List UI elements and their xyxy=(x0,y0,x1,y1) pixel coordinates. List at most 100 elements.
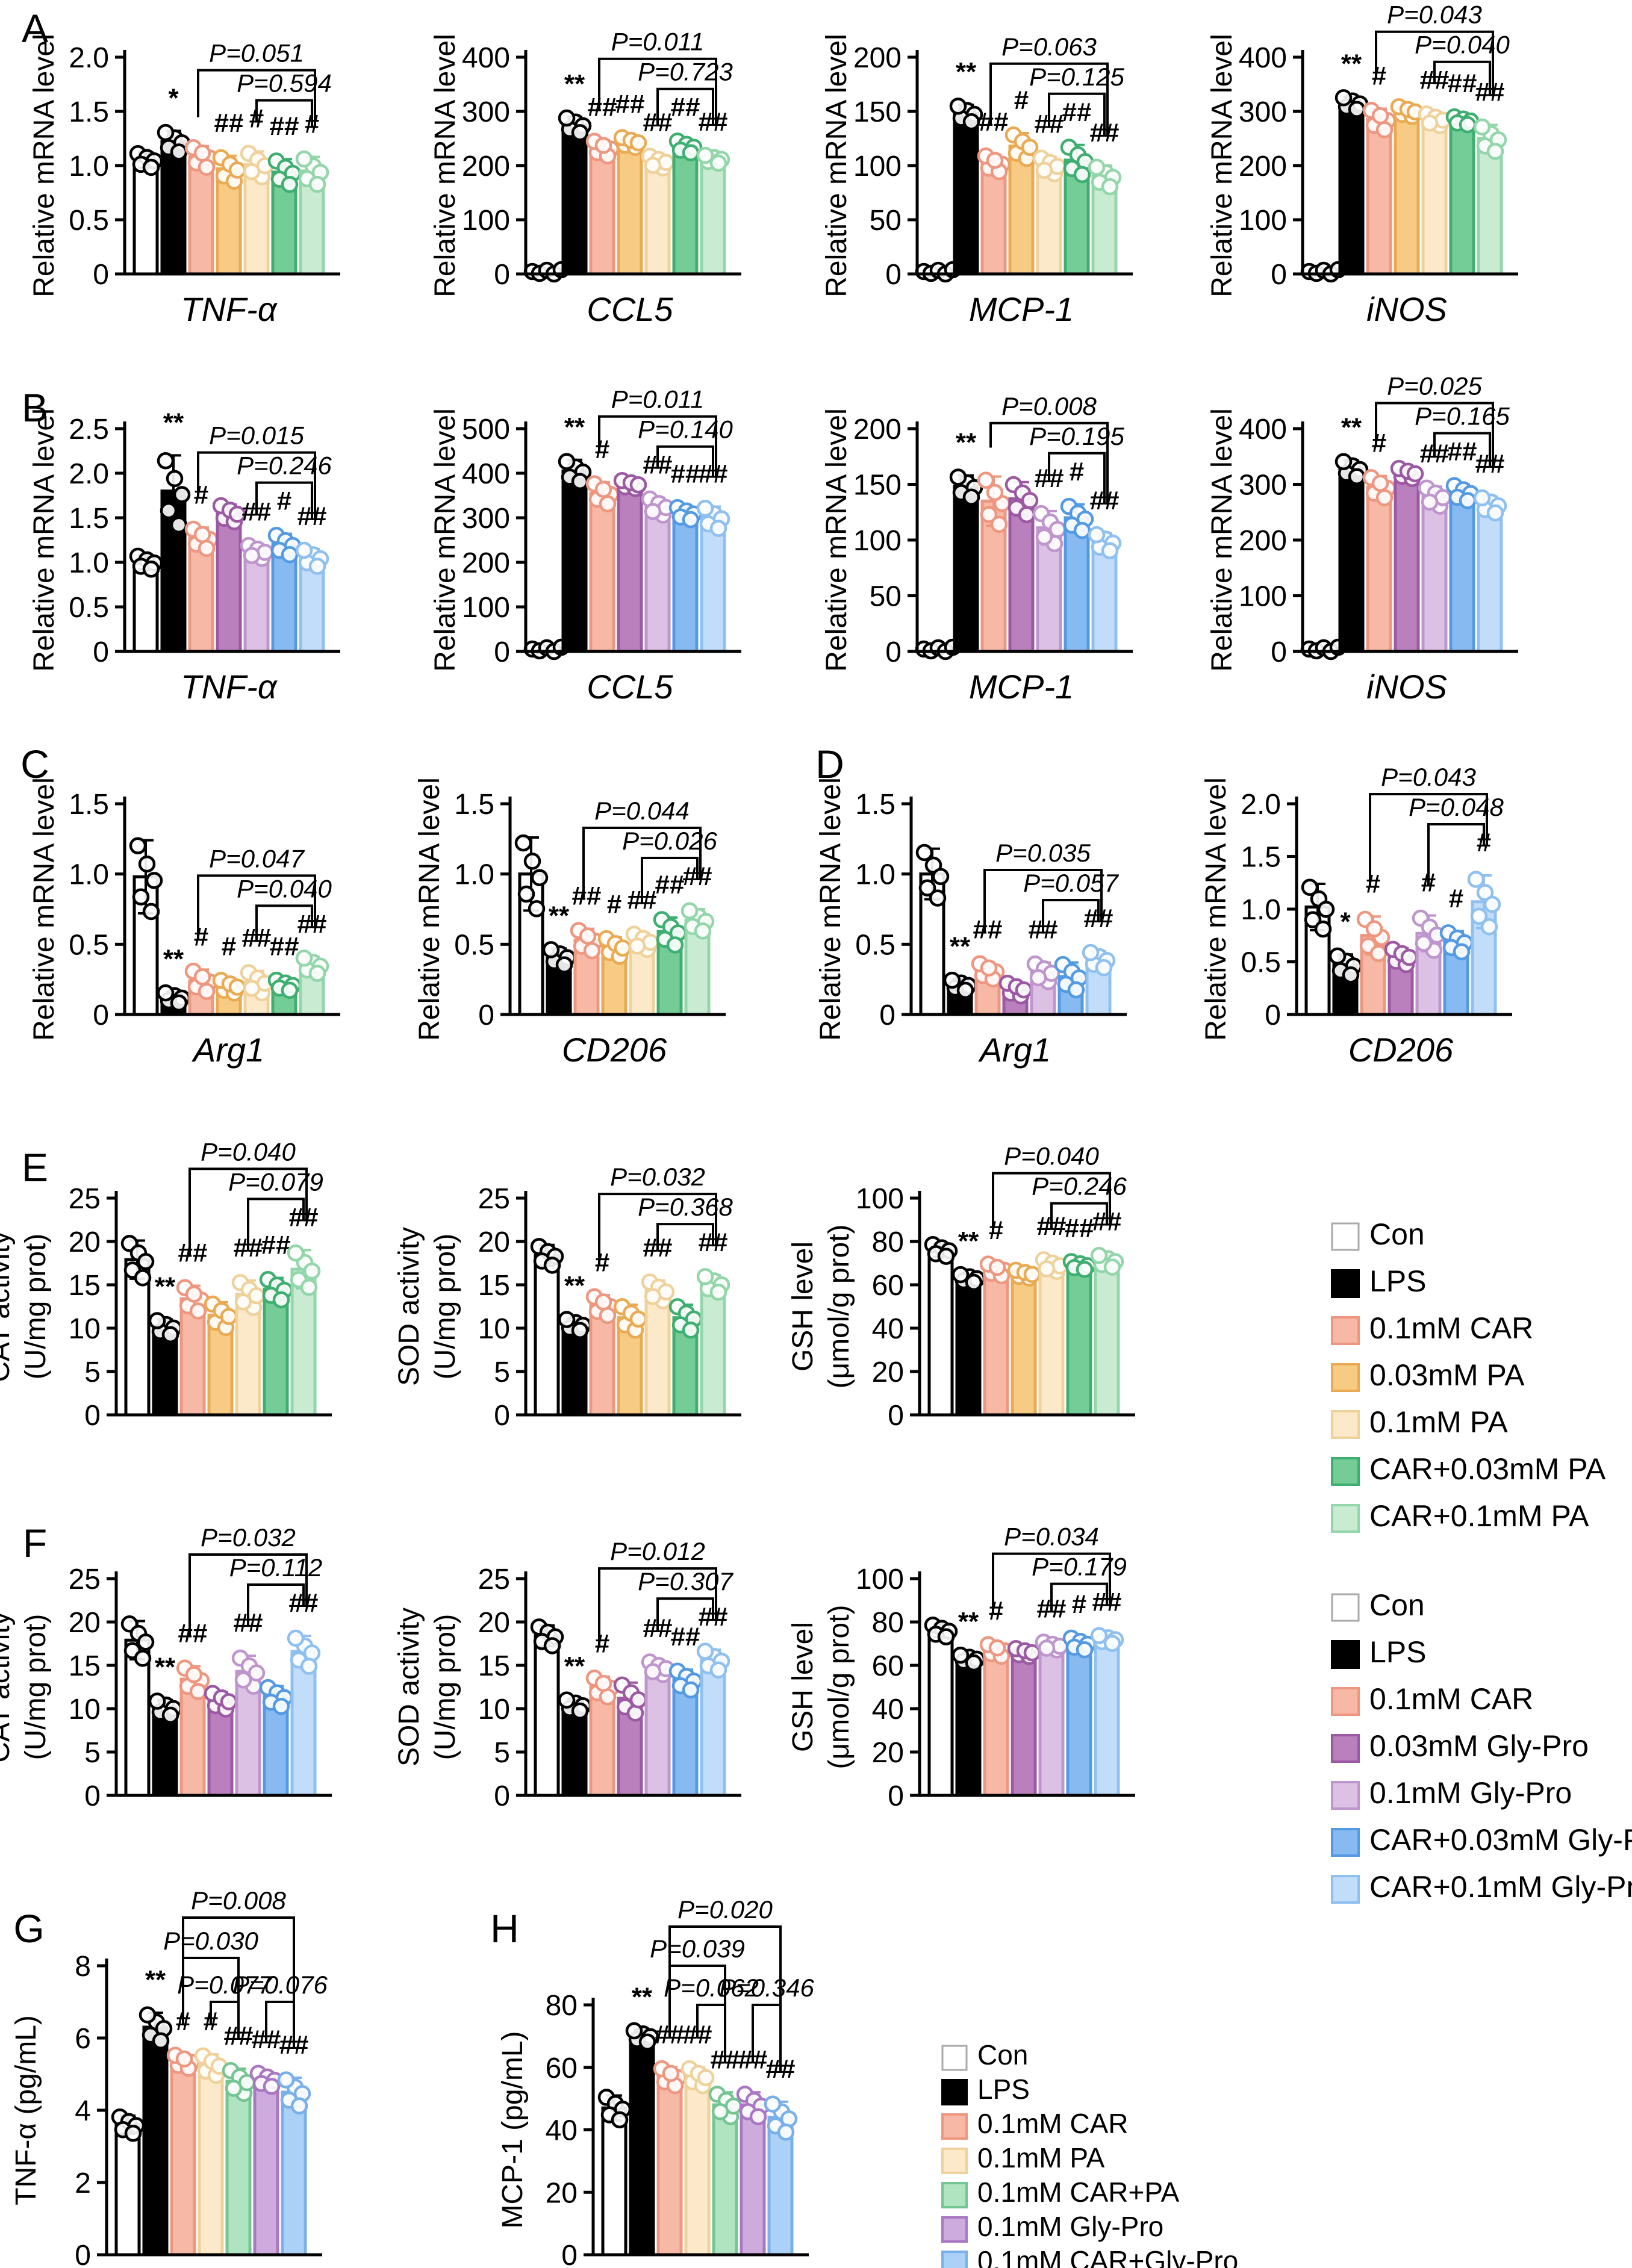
data-point xyxy=(614,939,632,957)
y-tick-label: 100 xyxy=(856,1183,904,1215)
data-point xyxy=(594,1293,612,1311)
bar-group-con xyxy=(514,834,549,1016)
bar-group-cargp003 xyxy=(1439,924,1474,1016)
bar-group-cargp01 xyxy=(1467,871,1501,1016)
legend-item-cargp01: CAR+0.1mM Gly-Pro xyxy=(1331,1870,1632,1904)
bar-group-con xyxy=(129,837,163,1016)
y-tick-label: 0 xyxy=(93,636,109,668)
data-point xyxy=(185,1285,203,1303)
bar-group-gp01 xyxy=(1412,909,1446,1016)
panel-letter-H: H xyxy=(490,1906,519,1951)
p-bracket xyxy=(641,857,699,904)
p-bracket xyxy=(598,415,717,478)
data-point xyxy=(243,547,261,565)
bar-cargp01 xyxy=(700,516,726,653)
data-point xyxy=(142,560,160,578)
p-value-label: P=0.594 xyxy=(237,69,332,98)
data-point xyxy=(929,889,947,907)
data-point xyxy=(1476,884,1494,901)
y-tick-label: 1.5 xyxy=(454,789,494,821)
p-bracket xyxy=(992,1172,1111,1234)
data-point xyxy=(697,2069,715,2087)
data-point xyxy=(243,980,261,997)
legend-swatch-pa01 xyxy=(1331,1410,1360,1439)
bar-group-lps xyxy=(558,1691,592,1797)
p-value-label: P=0.077 xyxy=(177,1971,273,1999)
p-value-label: P=0.246 xyxy=(237,452,332,480)
data-point xyxy=(1371,474,1389,492)
bar-carpa_gh xyxy=(225,2080,252,2257)
y-axis-title: Relative mRNA level xyxy=(1206,34,1238,297)
bar-group-cargp003 xyxy=(668,1662,703,1797)
data-point xyxy=(681,902,699,920)
data-point xyxy=(543,1257,561,1274)
y-tick-label: 300 xyxy=(1239,470,1287,502)
y-tick-label: 0.5 xyxy=(69,929,109,961)
y-tick-label: 0.5 xyxy=(855,929,895,961)
x-axis-gene-label: Arg1 xyxy=(978,1031,1051,1069)
data-point xyxy=(571,124,589,141)
y-tick-label: 5 xyxy=(84,1737,101,1769)
bar-pa01 xyxy=(644,1289,671,1417)
y-tick-label: 2.0 xyxy=(69,42,109,74)
y-tick-label: 200 xyxy=(462,547,510,579)
bar-lps xyxy=(1338,467,1365,653)
data-point xyxy=(1459,492,1477,509)
bar-group-pa01 xyxy=(641,148,675,276)
y-tick-label: 5 xyxy=(84,1356,101,1388)
y-tick-label: 10 xyxy=(478,1313,510,1345)
bar-group-gp01 xyxy=(641,1653,675,1797)
bar-group-gp003 xyxy=(1384,940,1418,1016)
bar-group-gp003 xyxy=(204,1685,238,1797)
legend-swatch-car xyxy=(941,2113,968,2140)
bar-group-pa01 xyxy=(240,144,274,276)
bar-group-con xyxy=(129,547,163,653)
data-point xyxy=(932,868,950,886)
p-value-label: P=0.140 xyxy=(638,415,733,444)
data-point xyxy=(228,978,246,996)
bar-group-carpa01 xyxy=(287,1244,321,1417)
data-point xyxy=(220,1308,238,1325)
legend-item-lps: LPS xyxy=(1331,1264,1427,1298)
bar-group-car xyxy=(971,955,1005,1016)
bar-group-cargp003 xyxy=(1062,1629,1097,1797)
bar-group-lps xyxy=(558,1311,592,1417)
data-point xyxy=(198,983,216,1000)
legend-label: CAR+0.1mM Gly-Pro xyxy=(1369,1870,1632,1904)
bar-group-gp01 xyxy=(1035,1633,1069,1797)
panel-letter-D: D xyxy=(815,742,844,786)
p-bracket xyxy=(598,57,717,126)
p-bracket xyxy=(1050,1582,1108,1613)
y-axis-title: SOD activity xyxy=(393,1227,425,1386)
chart-c1-arg1: **# # ######P=0.047P=0.04000.51.01.5Relati… xyxy=(28,777,340,1069)
y-tick-label: 25 xyxy=(478,1183,510,1215)
y-axis-title: Relative mRNA level xyxy=(429,34,461,297)
y-tick-label: 20 xyxy=(69,1607,101,1639)
p-value-label: P=0.040 xyxy=(1004,1142,1099,1170)
bar-lps xyxy=(629,2034,655,2257)
y-tick-label: 1.0 xyxy=(1241,894,1281,926)
chart-b1-tnfa: **### ###P=0.015P=0.24600.51.01.52.02.5Re… xyxy=(28,408,340,706)
data-point xyxy=(682,1681,700,1699)
bar-group-pa01 xyxy=(681,2060,715,2257)
legend-label: LPS xyxy=(1369,1264,1427,1298)
data-point xyxy=(1038,1260,1056,1278)
p-bracket xyxy=(1042,899,1100,934)
y-tick-label: 10 xyxy=(478,1694,510,1726)
p-value-label: P=0.195 xyxy=(1029,422,1124,450)
legend-item-gp_gh: 0.1mM Gly-Pro xyxy=(941,2211,1163,2243)
bar-car xyxy=(983,1648,1009,1797)
data-point xyxy=(1082,943,1100,962)
y-tick-label: 60 xyxy=(872,1270,904,1302)
p-bracket xyxy=(983,869,1103,934)
legend-label: 0.03mM Gly-Pro xyxy=(1369,1729,1589,1763)
y-tick-label: 20 xyxy=(872,1356,904,1388)
bar-group-gp01 xyxy=(240,536,274,653)
bar-cargp003 xyxy=(1449,491,1475,653)
sig-label: # xyxy=(194,480,208,509)
bar-group-car xyxy=(1356,910,1391,1016)
sig-label: ## xyxy=(671,459,700,489)
bar-group-car xyxy=(1362,101,1397,276)
